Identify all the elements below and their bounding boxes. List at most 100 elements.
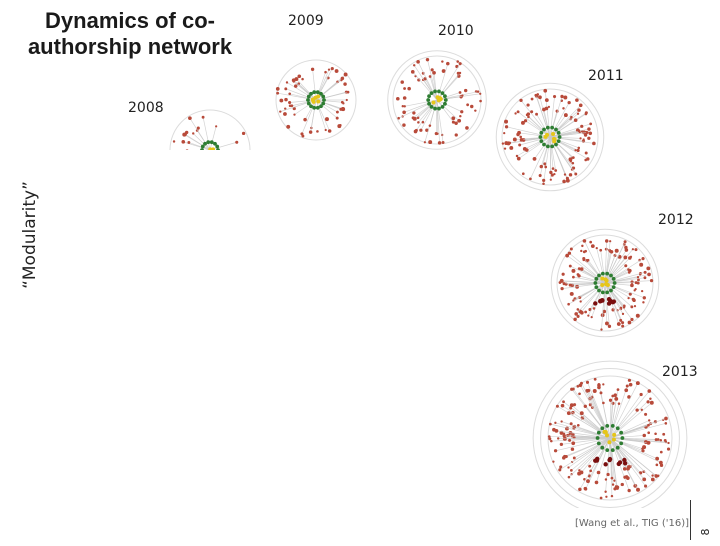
- network-node: [545, 98, 549, 102]
- network-node: [575, 98, 579, 102]
- network-node: [569, 265, 572, 268]
- network-node: [606, 473, 609, 476]
- network-node: [533, 157, 537, 161]
- network-core-node: [609, 289, 613, 293]
- network-node: [560, 420, 562, 422]
- network-node: [172, 159, 175, 162]
- network-node: [276, 92, 279, 95]
- network-node: [215, 177, 219, 181]
- network-core-node: [316, 106, 320, 110]
- network-edge: [181, 150, 210, 161]
- network-node: [479, 100, 482, 103]
- network-node: [579, 300, 581, 302]
- network-node: [563, 434, 566, 437]
- network-edge: [210, 150, 243, 168]
- network-node: [403, 96, 407, 100]
- network-node: [517, 157, 521, 161]
- network-node: [584, 250, 587, 253]
- network-node: [651, 474, 653, 476]
- network-node: [548, 106, 550, 108]
- network-node: [328, 68, 330, 70]
- network-node: [301, 78, 304, 81]
- network-core-node: [557, 139, 561, 143]
- network-center-node: [316, 95, 320, 99]
- network-core-node: [550, 126, 554, 130]
- network-edge: [183, 150, 210, 161]
- network-node: [647, 273, 651, 277]
- network-core-node: [539, 131, 543, 135]
- network-node: [570, 469, 573, 472]
- network-node: [647, 389, 651, 393]
- network-node: [667, 448, 670, 451]
- network-edge: [210, 150, 236, 161]
- network-node: [441, 60, 443, 62]
- network-node: [644, 413, 647, 416]
- network-node: [665, 422, 668, 425]
- network-node: [584, 311, 587, 314]
- network-node: [331, 67, 334, 70]
- network-node: [470, 105, 473, 108]
- network-node: [230, 169, 233, 172]
- network-node: [624, 240, 627, 243]
- network-core-node: [215, 152, 219, 156]
- network-node: [553, 95, 556, 98]
- network-node: [643, 296, 646, 299]
- network-node: [300, 132, 303, 135]
- network-node: [642, 301, 644, 303]
- network-edge: [181, 150, 210, 154]
- network-node: [584, 487, 587, 490]
- page-number: 8: [699, 518, 713, 546]
- network-node: [419, 129, 422, 132]
- network-node: [542, 182, 545, 185]
- network-node: [341, 77, 345, 81]
- network-node: [587, 259, 590, 262]
- network-node: [174, 159, 178, 163]
- network-node: [276, 87, 280, 91]
- network-node: [635, 408, 638, 411]
- network-core-node: [611, 424, 615, 428]
- network-core-node: [594, 277, 598, 281]
- network-cluster-node: [593, 458, 597, 462]
- network-node: [504, 141, 508, 145]
- network-graph-2010: [385, 50, 493, 155]
- network-node: [599, 249, 602, 252]
- network-node: [407, 87, 411, 91]
- network-core-node: [605, 272, 609, 276]
- network-node: [552, 428, 556, 432]
- network-core-node: [441, 91, 445, 95]
- network-node: [615, 249, 619, 253]
- network-core-node: [437, 107, 441, 111]
- network-node: [624, 264, 627, 267]
- network-node: [396, 97, 400, 101]
- network-group: [496, 83, 604, 191]
- network-node: [556, 405, 559, 408]
- network-node: [634, 248, 637, 251]
- network-node: [505, 125, 508, 128]
- network-graph-2011: [490, 82, 615, 197]
- network-node: [605, 239, 608, 242]
- network-node: [565, 254, 569, 258]
- network-core-node: [616, 426, 620, 430]
- network-cluster-node: [618, 460, 622, 464]
- network-node: [504, 147, 506, 149]
- network-node: [242, 166, 244, 168]
- network-node: [516, 155, 518, 157]
- network-node: [457, 119, 461, 123]
- network-node: [509, 142, 512, 145]
- network-edge: [210, 150, 227, 170]
- network-core-node: [597, 441, 601, 445]
- network-node: [637, 276, 639, 278]
- network-node: [228, 184, 231, 187]
- network-node: [561, 404, 565, 408]
- network-core-node: [443, 94, 447, 98]
- network-node: [234, 174, 237, 177]
- network-node: [402, 105, 404, 107]
- network-edge: [313, 69, 316, 100]
- network-node: [346, 99, 348, 101]
- page-divider: [690, 500, 691, 540]
- network-core-node: [437, 90, 441, 94]
- network-node: [644, 485, 647, 488]
- network-node: [436, 133, 438, 135]
- network-graph-2012: [550, 228, 660, 343]
- network-cluster-node: [600, 298, 604, 302]
